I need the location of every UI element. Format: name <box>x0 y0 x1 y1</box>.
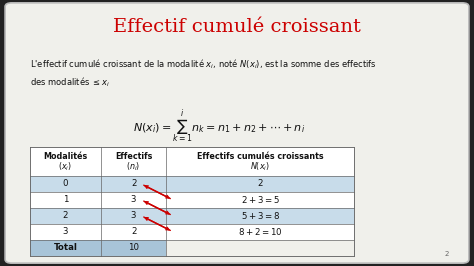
Bar <box>30 224 354 240</box>
FancyBboxPatch shape <box>5 3 469 263</box>
Text: Total: Total <box>54 243 77 252</box>
Text: 1: 1 <box>63 195 68 204</box>
Text: $(x_i)$: $(x_i)$ <box>58 161 73 173</box>
Text: 3: 3 <box>131 195 137 204</box>
Bar <box>30 208 354 224</box>
Text: 2: 2 <box>131 180 137 188</box>
Text: $2 + 3 = 5$: $2 + 3 = 5$ <box>241 194 280 205</box>
Text: Effectifs: Effectifs <box>115 152 152 161</box>
Bar <box>30 192 354 208</box>
Text: Effectifs cumulés croissants: Effectifs cumulés croissants <box>197 152 323 161</box>
Text: 2: 2 <box>131 227 137 236</box>
Text: $(n_i)$: $(n_i)$ <box>127 161 141 173</box>
Text: 2: 2 <box>257 180 263 188</box>
Bar <box>30 176 354 192</box>
Bar <box>30 147 354 176</box>
Text: $N(x_i)$: $N(x_i)$ <box>250 161 270 173</box>
Text: 3: 3 <box>63 227 68 236</box>
Text: $5 + 3 = 8$: $5 + 3 = 8$ <box>240 210 280 221</box>
Bar <box>30 240 166 256</box>
Text: Modalités: Modalités <box>44 152 88 161</box>
Text: L'effectif cumulé croissant de la modalité $x_i$, noté $N(x_i)$, est la somme de: L'effectif cumulé croissant de la modali… <box>30 57 376 89</box>
Text: $N(x_i) = \sum_{k=1}^{i} n_k = n_1 + n_2 + \cdots + n_i$: $N(x_i) = \sum_{k=1}^{i} n_k = n_1 + n_2… <box>133 109 305 146</box>
Text: $8 + 2 = 10$: $8 + 2 = 10$ <box>238 226 283 237</box>
Text: 2: 2 <box>63 211 68 220</box>
Text: 2: 2 <box>444 251 448 257</box>
Text: Effectif cumulé croissant: Effectif cumulé croissant <box>113 18 361 36</box>
Text: 3: 3 <box>131 211 137 220</box>
Text: 0: 0 <box>63 180 68 188</box>
Text: 10: 10 <box>128 243 139 252</box>
